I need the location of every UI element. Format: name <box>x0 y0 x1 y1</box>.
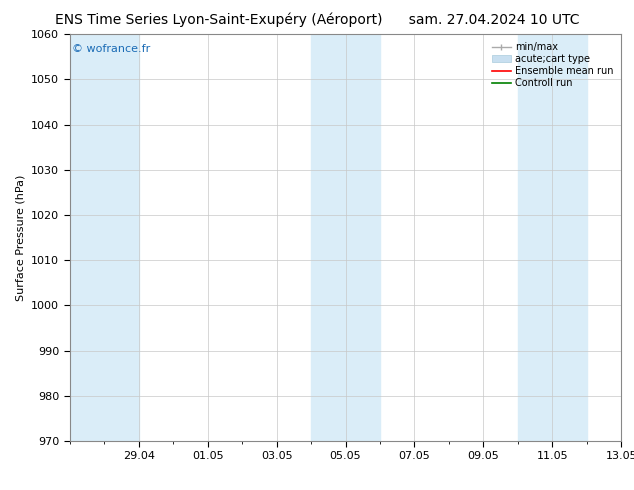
Bar <box>70 34 139 441</box>
Legend: min/max, acute;cart type, Ensemble mean run, Controll run: min/max, acute;cart type, Ensemble mean … <box>489 39 616 91</box>
Text: © wofrance.fr: © wofrance.fr <box>72 45 151 54</box>
Text: ENS Time Series Lyon-Saint-Exupéry (Aéroport)      sam. 27.04.2024 10 UTC: ENS Time Series Lyon-Saint-Exupéry (Aéro… <box>55 12 579 27</box>
Bar <box>518 34 587 441</box>
Y-axis label: Surface Pressure (hPa): Surface Pressure (hPa) <box>16 174 25 301</box>
Bar <box>311 34 380 441</box>
